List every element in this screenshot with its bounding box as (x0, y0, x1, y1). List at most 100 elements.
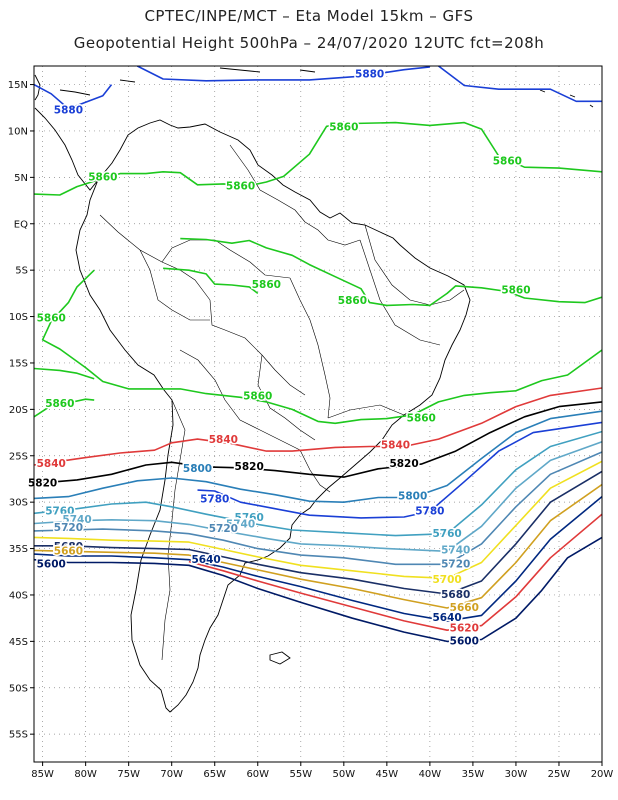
contour-5780 (197, 421, 602, 519)
contour-5680 (34, 470, 602, 595)
contour-label-5860: 5860 (329, 121, 358, 133)
lat-tick-label: 25S (9, 451, 28, 462)
lat-tick-label: EQ (14, 219, 28, 230)
lat-tick-label: 55S (9, 730, 28, 741)
contour-5880 (136, 66, 430, 82)
lat-tick-label: 15N (8, 80, 28, 91)
falkland-islands (269, 651, 291, 665)
contour-label-5800: 5800 (183, 463, 212, 475)
contour-5880 (438, 66, 602, 103)
contour-label-5860: 5860 (252, 279, 281, 291)
lon-tick-label: 20W (591, 769, 614, 780)
contour-5860 (34, 398, 95, 418)
contour-label-5840: 5840 (209, 434, 238, 446)
contour-label-5860: 5860 (88, 171, 117, 183)
contour-label-5820: 5820 (389, 458, 418, 470)
lon-tick-label: 80W (74, 769, 97, 780)
lon-tick-label: 60W (246, 769, 269, 780)
contour-label-5740: 5740 (226, 519, 255, 531)
contour-label-5720: 5720 (441, 558, 470, 570)
contour-label-5660: 5660 (450, 602, 479, 614)
contour-label-5720: 5720 (209, 523, 238, 535)
contour-label-5860: 5860 (493, 156, 522, 168)
lat-tick-label: 30S (9, 498, 28, 509)
contour-label-5860: 5860 (338, 295, 367, 307)
contour-label-5860: 5860 (243, 390, 272, 402)
contour-label-5760: 5760 (235, 512, 264, 524)
map-frame (33, 65, 603, 763)
contour-5820 (34, 401, 602, 485)
lat-tick-label: 15S (9, 358, 28, 369)
contour-labels: 5880 5880 5860 5860 5860 5860 5860 5860 5860 5860… (26, 67, 532, 649)
lon-tick-label: 45W (376, 769, 399, 780)
contour-label-5680: 5680 (54, 541, 83, 553)
lat-tick-label: 20S (9, 405, 28, 416)
contour-5840 (34, 387, 602, 466)
contour-5860 (41, 269, 602, 425)
lat-tick-label: 5N (14, 173, 28, 184)
height-contours (34, 66, 602, 643)
contour-5860 (180, 237, 602, 307)
contour-5720 (34, 451, 602, 566)
graticule (34, 66, 603, 762)
lat-tick-label: 5S (15, 266, 28, 277)
caribbean-islands (59, 67, 594, 108)
contour-5800 (34, 410, 602, 503)
lon-tick-label: 25W (548, 769, 571, 780)
central-america-coastline (34, 74, 99, 191)
contour-5740 (34, 441, 602, 553)
contour-label-5820: 5820 (235, 461, 264, 473)
contour-label-5860: 5860 (37, 312, 66, 324)
coastline-borders (34, 67, 594, 713)
contour-5620 (188, 513, 602, 631)
contour-5860 (163, 267, 259, 295)
contour-5880 (34, 83, 113, 110)
contour-label-5880: 5880 (54, 105, 83, 117)
lon-tick-label: 50W (333, 769, 356, 780)
contour-label-5720: 5720 (54, 522, 83, 534)
contour-label-5840: 5840 (381, 440, 410, 452)
lat-tick-label: 45S (9, 637, 28, 648)
lat-tick-label: 50S (9, 683, 28, 694)
lon-tick-label: 40W (419, 769, 442, 780)
contour-5860 (34, 367, 95, 380)
contour-label-5760: 5760 (45, 506, 74, 518)
contour-label-5860: 5860 (501, 285, 530, 297)
contour-label-5640: 5640 (432, 612, 461, 624)
contour-label-5780: 5780 (200, 493, 229, 505)
contour-label-5840: 5840 (37, 458, 66, 470)
map-title-line1: CPTEC/INPE/MCT – Eta Model 15km – GFS (144, 7, 474, 25)
lon-tick-label: 75W (117, 769, 140, 780)
lon-tick-label: 35W (462, 769, 485, 780)
contour-label-5740: 5740 (62, 514, 91, 526)
contour-label-5600: 5600 (450, 635, 479, 647)
country-borders (99, 144, 465, 661)
contour-label-5820: 5820 (28, 478, 57, 490)
contour-5600 (34, 536, 602, 643)
contour-label-5740: 5740 (441, 544, 470, 556)
contour-label-5600: 5600 (37, 558, 66, 570)
contour-label-5880: 5880 (355, 68, 384, 80)
contour-label-5700: 5700 (432, 574, 461, 586)
contour-5660 (34, 483, 602, 609)
lat-tick-label: 35S (9, 544, 28, 555)
lat-tick-label: 10N (8, 126, 28, 137)
lat-tick-label: 10S (9, 312, 28, 323)
south-america-coastline (75, 119, 471, 713)
contour-label-5860: 5860 (226, 181, 255, 193)
lon-tick-label: 55W (289, 769, 312, 780)
lon-tick-label: 85W (31, 769, 54, 780)
contour-label-5860: 5860 (45, 398, 74, 410)
contour-5640 (34, 495, 602, 622)
contour-5860 (34, 121, 602, 196)
contour-label-5780: 5780 (415, 506, 444, 518)
lat-tick-label: 40S (9, 590, 28, 601)
lon-tick-label: 30W (505, 769, 528, 780)
lon-tick-label: 65W (203, 769, 226, 780)
contour-5700 (34, 460, 602, 580)
contour-label-5620: 5620 (450, 622, 479, 634)
contour-label-5760: 5760 (432, 528, 461, 540)
contour-label-5800: 5800 (398, 491, 427, 503)
contour-label-5640: 5640 (192, 554, 221, 566)
